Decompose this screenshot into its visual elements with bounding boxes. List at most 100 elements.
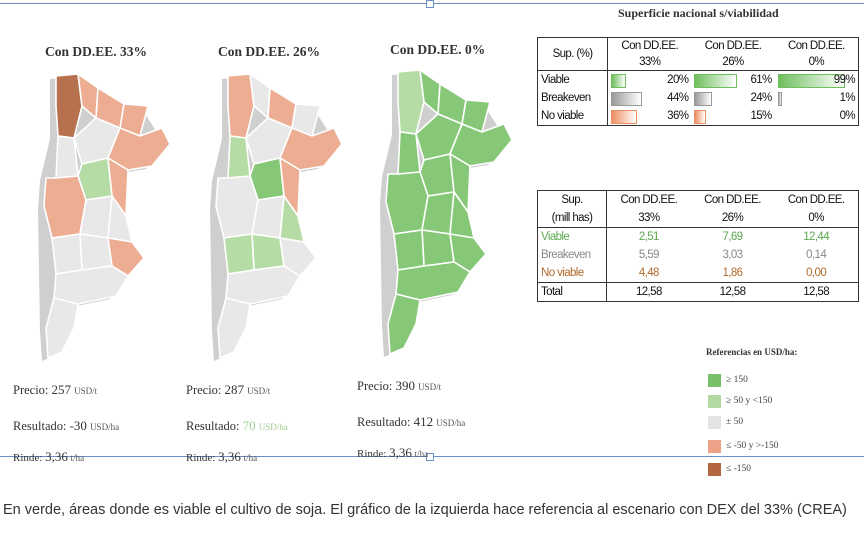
data-bar: [777, 92, 782, 106]
row-label-noviable: No viable: [537, 264, 607, 283]
table-row-total: Total 12,58 12,58 12,58: [537, 282, 859, 302]
noviable-0-cell: 0%: [839, 110, 856, 122]
result-26: Resultado: 70 USD/ha: [186, 418, 288, 433]
table-cell: 2,51: [638, 231, 660, 243]
row-label-total: Total: [537, 282, 607, 302]
yield-33: Rinde: 3,36 t/ha: [13, 449, 85, 464]
table-cell: 0,00: [806, 267, 827, 279]
legend-title: Referencias en USD/ha:: [706, 347, 798, 357]
data-bar: [694, 74, 737, 88]
table-cell: 4,48: [638, 267, 660, 279]
t1-col-head: Con DD.EE.: [788, 40, 845, 52]
row-label-breakeven: Breakeven: [537, 246, 607, 264]
legend-label: ± 50: [726, 417, 744, 427]
t2-col-pct: 33%: [606, 209, 691, 228]
data-bar: [694, 110, 707, 124]
province-region: [215, 175, 259, 239]
result-33: Resultado: -30 USD/ha: [13, 418, 120, 433]
infographic: Con DD.EE. 33% Precio: 257 USD/t Resulta…: [0, 0, 864, 476]
province-region: [223, 233, 255, 275]
breakeven-26-cell: 24%: [691, 89, 774, 107]
noviable-26-cell: 15%: [691, 107, 774, 126]
map-title-0: Con DD.EE. 0%: [390, 42, 486, 57]
table-cell: 12,58: [606, 282, 691, 302]
table-cell: 5,59: [638, 249, 660, 261]
province-region: [43, 175, 87, 239]
province-region: [251, 233, 285, 271]
t1-col-pct: 33%: [607, 54, 692, 71]
table-row: Viable 20% 61% 99%: [537, 70, 859, 90]
viable-26-cell: 61%: [691, 71, 774, 90]
province-region: [393, 229, 425, 271]
result-0: Resultado: 412 USD/ha: [357, 414, 466, 429]
province-region: [51, 233, 83, 275]
legend-swatch: [708, 415, 721, 429]
legend-label: ≤ -150: [726, 464, 752, 474]
table-cell: 12,58: [690, 282, 775, 302]
t2-col-head: Con DD.EE.: [787, 194, 845, 206]
yield-26: Rinde: 3,36 t/ha: [186, 449, 258, 464]
price-0: Precio: 390 USD/t: [357, 378, 442, 393]
legend-swatch: [708, 439, 721, 453]
argentina-map-26: [210, 73, 343, 361]
t1-col-pct: 26%: [691, 54, 775, 71]
yield-0: Rinde: 3,36 t/ha: [357, 445, 429, 460]
viability-percent-table: Sup. (%) Con DD.EE. Con DD.EE. Con DD.EE…: [537, 37, 859, 126]
noviable-33-cell: 36%: [608, 107, 692, 126]
data-bar: [611, 110, 637, 124]
table-cell: 1,86: [722, 267, 744, 279]
table-row: Breakeven 44% 24% 1%: [537, 89, 859, 107]
data-bar: [694, 92, 713, 106]
province-region: [421, 191, 455, 235]
table-row: No viable 4,48 1,86 0,00: [537, 264, 859, 283]
province-region: [449, 233, 487, 273]
image-caption: En verde, áreas donde es viable el culti…: [3, 502, 847, 518]
viable-33-cell: 20%: [608, 71, 692, 90]
province-region: [421, 229, 455, 267]
row-label-viable: Viable: [537, 70, 609, 89]
table-row: No viable 36% 15% 0%: [537, 107, 859, 126]
data-bar: [611, 74, 627, 88]
legend-label: ≤ -50 y >-150: [726, 441, 779, 451]
legend-label: ≥ 150: [726, 375, 748, 385]
t1-col-head: Con DD.EE.: [621, 40, 679, 52]
t2-col-pct: 0%: [774, 209, 859, 228]
t1-col-pct: 0%: [774, 54, 859, 71]
table-row: Breakeven 5,59 3,03 0,14: [537, 246, 859, 264]
legend-item: ± 50: [708, 415, 743, 429]
province-region: [387, 293, 421, 355]
t2-col-head: Con DD.EE.: [704, 194, 761, 206]
t1-header-label: Sup. (%): [537, 37, 609, 71]
province-region: [79, 195, 113, 239]
table-row: Viable 2,51 7,69 12,44: [537, 227, 859, 246]
legend-item: ≥ 150: [708, 373, 748, 387]
table-cell: 3,03: [722, 249, 744, 261]
national-title: Superficie nacional s/viabilidad: [618, 6, 779, 20]
data-bar: [777, 74, 845, 88]
province-region: [217, 297, 251, 359]
row-label-noviable: No viable: [537, 107, 609, 126]
table-cell: 0,14: [806, 249, 827, 261]
legend-label: ≥ 50 y <150: [726, 396, 773, 406]
map-title-33: Con DD.EE. 33%: [45, 44, 148, 59]
province-region: [385, 171, 429, 235]
t2-col-pct: 26%: [690, 209, 775, 228]
table-cell: 12,44: [803, 231, 830, 243]
top-rule-handle: [426, 0, 434, 8]
breakeven-0-cell: 1%: [775, 89, 859, 107]
province-region: [45, 297, 79, 359]
breakeven-33-cell: 44%: [608, 89, 692, 107]
price-26: Precio: 287 USD/t: [186, 382, 271, 397]
province-region: [79, 233, 113, 271]
table-cell: 12,58: [774, 282, 859, 302]
legend-swatch: [708, 373, 721, 387]
legend-swatch: [708, 462, 721, 476]
data-bar: [611, 92, 643, 106]
surface-million-ha-table: Sup. Con DD.EE. Con DD.EE. Con DD.EE. (m…: [537, 190, 859, 302]
row-label-breakeven: Breakeven: [537, 89, 609, 107]
t2-header-label: Sup.: [537, 190, 607, 209]
bottom-rule-handle: [426, 453, 434, 461]
province-region: [251, 195, 285, 239]
map-title-26: Con DD.EE. 26%: [218, 44, 321, 59]
province-region: [279, 237, 317, 277]
